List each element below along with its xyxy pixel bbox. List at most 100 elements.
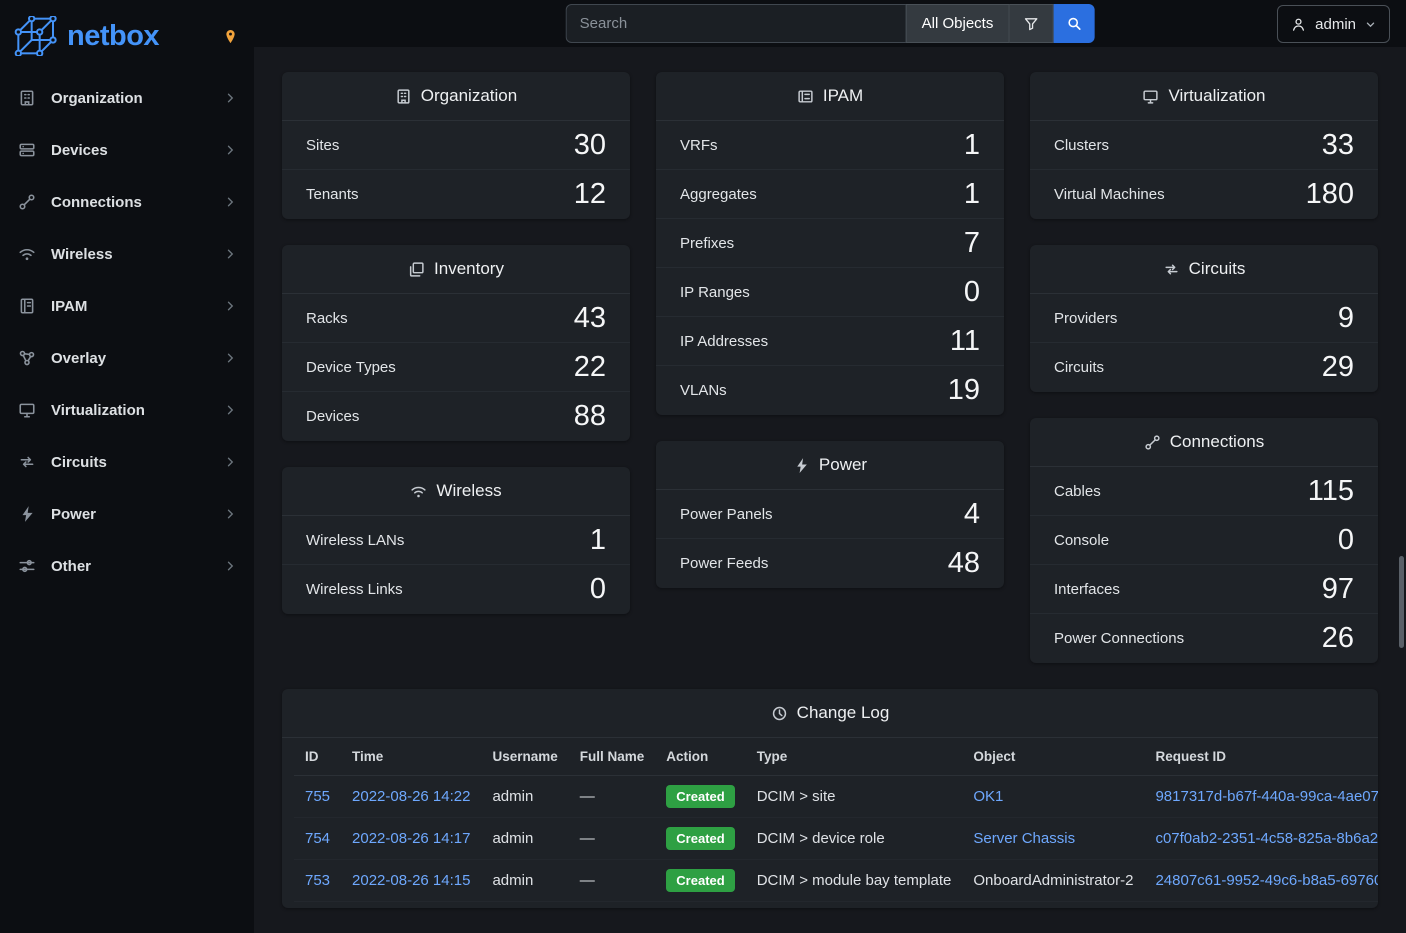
sidebar-item-virtualization[interactable]: Virtualization: [0, 384, 254, 436]
stat-label[interactable]: Cables: [1054, 482, 1101, 500]
card-title: Inventory: [434, 259, 504, 278]
stat-value[interactable]: 29: [1321, 351, 1354, 383]
search-input[interactable]: [565, 4, 906, 43]
changelog-time-link[interactable]: 2022-08-26 14:15: [352, 872, 471, 889]
changelog-id-link[interactable]: 753: [305, 872, 331, 889]
stat-value[interactable]: 26: [1321, 622, 1354, 654]
stat-value[interactable]: 12: [573, 178, 606, 210]
cable-icon: [1144, 434, 1161, 451]
stat-label[interactable]: Power Panels: [680, 505, 773, 523]
stat-label[interactable]: Clusters: [1054, 136, 1110, 154]
stat-label[interactable]: Sites: [306, 136, 340, 154]
stat-value[interactable]: 115: [1307, 474, 1354, 507]
card-header: Power: [656, 441, 1004, 490]
stat-value[interactable]: 4: [963, 497, 980, 530]
stat-label[interactable]: VLANs: [680, 382, 727, 399]
topbar: All Objects admin: [254, 0, 1406, 47]
stat-value[interactable]: 1: [589, 523, 606, 556]
stat-value[interactable]: 48: [947, 547, 980, 579]
stat-label[interactable]: VRFs: [680, 136, 718, 154]
changelog-time-link[interactable]: 2022-08-26 14:22: [352, 788, 471, 805]
stat-value[interactable]: 7: [963, 226, 980, 259]
changelog-request-id-link[interactable]: 24807c61-9952-49c6-b8a5-69760bfcc4b3: [1155, 872, 1378, 889]
chevron-right-icon: [224, 456, 236, 468]
sidebar-item-label: Overlay: [51, 349, 107, 367]
organization-card: Organization Sites 30 Tenants 12: [282, 72, 630, 219]
stat-row: Interfaces 97: [1030, 565, 1378, 614]
connections-card: Connections Cables 115 Console 0 Interfa…: [1030, 418, 1378, 663]
stat-value[interactable]: 0: [589, 573, 606, 605]
stat-label[interactable]: Tenants: [306, 186, 359, 203]
stat-value[interactable]: 11: [949, 324, 980, 357]
sidebar-item-organization[interactable]: Organization: [0, 72, 254, 124]
stat-value[interactable]: 30: [573, 128, 606, 161]
changelog-request-id-link[interactable]: c07f0ab2-2351-4c58-825a-8b6a2425a1ab: [1155, 830, 1378, 847]
stat-label[interactable]: Prefixes: [680, 234, 735, 252]
stat-row: IP Addresses 11: [656, 317, 1004, 366]
sidebar-item-other[interactable]: Other: [0, 540, 254, 592]
stat-value[interactable]: 0: [1337, 523, 1354, 556]
sidebar-item-devices[interactable]: Devices: [0, 124, 254, 176]
sidebar-item-ipam[interactable]: IPAM: [0, 280, 254, 332]
sidebar-item-connections[interactable]: Connections: [0, 176, 254, 228]
stat-value[interactable]: 1: [963, 128, 980, 161]
stat-label[interactable]: Aggregates: [680, 185, 757, 203]
changelog-request-id-link[interactable]: 9817317d-b67f-440a-99ca-4ae07ede94df: [1155, 788, 1378, 805]
user-menu-button[interactable]: admin: [1277, 5, 1390, 43]
stat-label[interactable]: Virtual Machines: [1054, 186, 1165, 203]
stat-value[interactable]: 43: [573, 301, 606, 334]
stat-row: VRFs 1: [656, 121, 1004, 170]
stat-label[interactable]: Power Feeds: [680, 555, 769, 572]
sidebar-item-overlay[interactable]: Overlay: [0, 332, 254, 384]
search-submit-button[interactable]: [1053, 4, 1095, 43]
changelog-username: admin: [492, 872, 534, 889]
pin-sidebar-icon[interactable]: [223, 29, 238, 44]
stat-label[interactable]: Device Types: [306, 358, 396, 376]
stat-value[interactable]: 33: [1321, 128, 1354, 161]
stat-label[interactable]: Devices: [306, 408, 360, 425]
stat-value[interactable]: 9: [1337, 301, 1354, 334]
stat-row: Devices 88: [282, 392, 630, 441]
stat-value[interactable]: 180: [1305, 178, 1354, 210]
sidebar-item-label: Virtualization: [51, 401, 145, 419]
changelog-id-link[interactable]: 755: [305, 788, 331, 805]
stat-label[interactable]: IP Addresses: [680, 332, 769, 350]
stat-value[interactable]: 88: [573, 400, 606, 432]
stat-label[interactable]: Console: [1054, 531, 1110, 549]
stat-label[interactable]: Power Connections: [1054, 630, 1185, 647]
changelog-time-link[interactable]: 2022-08-26 14:17: [352, 830, 471, 847]
sidebar-item-circuits[interactable]: Circuits: [0, 436, 254, 488]
stat-value[interactable]: 22: [573, 350, 606, 383]
chevron-right-icon: [224, 248, 236, 260]
stat-value[interactable]: 1: [963, 177, 980, 210]
stat-label[interactable]: Interfaces: [1054, 580, 1120, 598]
stat-label[interactable]: Racks: [306, 309, 348, 327]
stat-value[interactable]: 97: [1321, 572, 1354, 605]
stat-value[interactable]: 19: [947, 374, 980, 406]
changelog-object-link[interactable]: Server Chassis: [973, 830, 1076, 847]
sidebar-item-wireless[interactable]: Wireless: [0, 228, 254, 280]
filter-button[interactable]: [1009, 4, 1054, 43]
stat-row: Wireless Links 0: [282, 565, 630, 614]
action-badge: Created: [666, 869, 735, 892]
stat-label[interactable]: IP Ranges: [680, 283, 750, 301]
card-title: Power: [818, 455, 868, 474]
stat-row: Circuits 29: [1030, 343, 1378, 392]
column-header-action: Action: [655, 738, 746, 776]
sidebar: netbox Organization Devices Connections …: [0, 0, 254, 933]
main-content: Organization Sites 30 Tenants 12 Invento…: [254, 47, 1406, 933]
stat-label[interactable]: Wireless Links: [306, 581, 403, 598]
stat-label[interactable]: Circuits: [1054, 359, 1105, 376]
stat-row: IP Ranges 0: [656, 268, 1004, 317]
changelog-id-link[interactable]: 754: [305, 830, 331, 847]
scrollbar-thumb[interactable]: [1399, 556, 1404, 648]
card-header: Connections: [1030, 418, 1378, 467]
brand[interactable]: netbox: [0, 0, 254, 68]
ipam-icon: [797, 88, 814, 105]
object-type-selector[interactable]: All Objects: [905, 4, 1010, 43]
changelog-object-link[interactable]: OK1: [973, 788, 1004, 805]
sidebar-item-power[interactable]: Power: [0, 488, 254, 540]
stat-label[interactable]: Providers: [1054, 309, 1118, 327]
stat-value[interactable]: 0: [963, 275, 980, 308]
stat-label[interactable]: Wireless LANs: [306, 531, 405, 549]
